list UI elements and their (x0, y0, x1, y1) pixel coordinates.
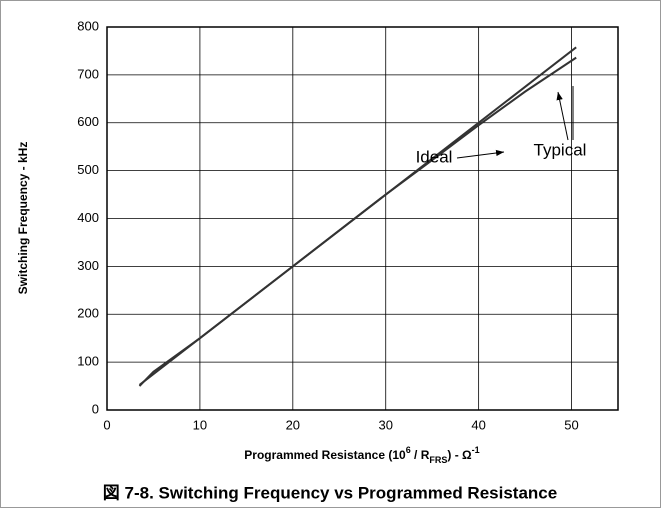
x-axis-label-part: 6 (406, 445, 411, 455)
x-tick-label: 40 (471, 417, 485, 432)
x-tick-label: 10 (193, 417, 207, 432)
x-tick-label: 0 (103, 417, 110, 432)
x-axis-label-part: Programmed Resistance (10 (244, 448, 406, 462)
x-axis-label: Programmed Resistance (106 / RFRS) - Ω-1 (244, 445, 479, 465)
legend-label: Typical (534, 140, 587, 159)
y-tick-label: 800 (77, 18, 99, 33)
y-tick-label: 500 (77, 162, 99, 177)
x-tick-label: 20 (286, 417, 300, 432)
ideal-arrow (456, 149, 505, 159)
x-axis-label-part: FRS (429, 455, 447, 465)
typical-arrow (556, 91, 569, 141)
x-axis-label-part: ) - Ω (447, 448, 472, 462)
x-tick-label: 30 (378, 417, 392, 432)
x-axis-label-part: -1 (472, 445, 480, 455)
y-tick-label: 300 (77, 258, 99, 273)
y-tick-label: 200 (77, 306, 99, 321)
y-tick-label: 400 (77, 210, 99, 225)
legend-label: Ideal (416, 147, 453, 166)
caption: 図 7-8. Switching Frequency vs Programmed… (103, 483, 557, 502)
y-tick-label: 600 (77, 114, 99, 129)
x-axis-label-part: / R (411, 448, 430, 462)
y-tick-label: 0 (92, 401, 99, 416)
plot-frame (106, 26, 619, 411)
y-axis-label: Switching Frequency - kHz (16, 142, 30, 295)
series-line (138, 56, 577, 387)
x-tick-label: 50 (564, 417, 578, 432)
y-tick-label: 100 (77, 354, 99, 369)
y-tick-label: 700 (77, 66, 99, 81)
